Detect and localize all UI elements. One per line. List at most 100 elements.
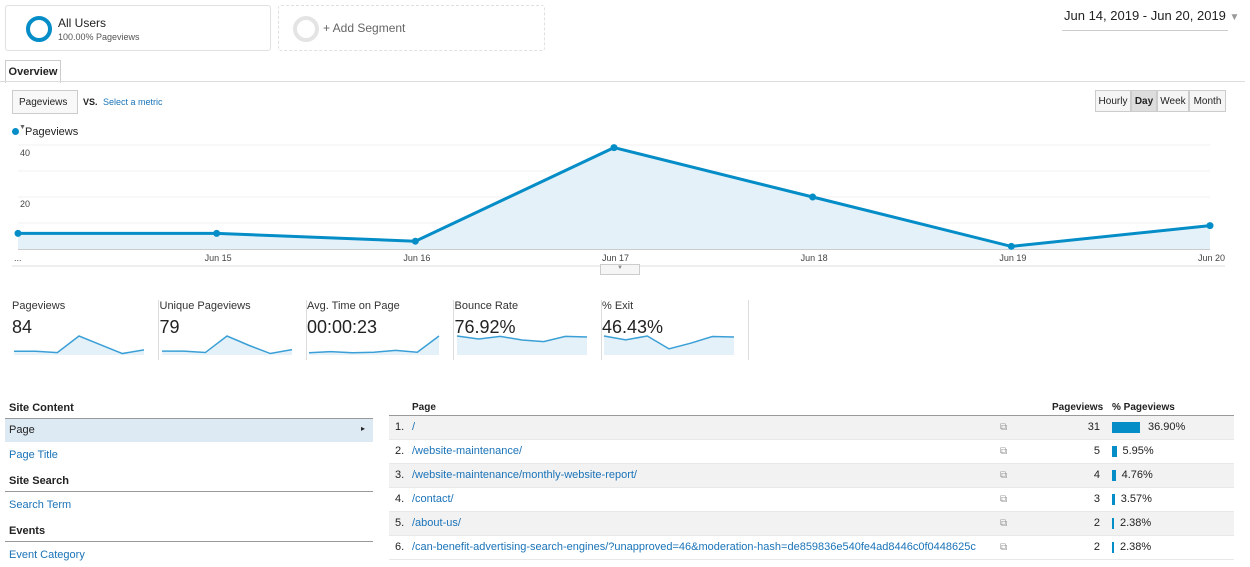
scorecard-label: % Exit (602, 300, 634, 312)
scorecard[interactable]: Bounce Rate 76.92% (455, 300, 602, 360)
metric-select[interactable]: Pageviews ▼ (12, 90, 78, 131)
site-search-heading: Site Search (5, 471, 373, 492)
page-link[interactable]: /about-us/ (412, 517, 461, 529)
select-metric-link[interactable]: Select a metric (103, 97, 163, 107)
col-pageviews[interactable]: Pageviews (1052, 402, 1104, 413)
scorecard-label: Unique Pageviews (159, 300, 251, 312)
x-tick-label: Jun 17 (602, 253, 630, 263)
scorecard-label: Avg. Time on Page (307, 300, 400, 312)
dropdown-arrow-icon: ▼ (19, 124, 26, 131)
nav-item-event-category[interactable]: Event Category (9, 549, 85, 561)
granularity-group: Hourly Day Week Month (1095, 90, 1226, 112)
pageviews-value: 2 (1093, 517, 1100, 529)
scorecard-value: 00:00:23 (307, 317, 378, 337)
pct-bar (1112, 422, 1140, 433)
segment-all-users[interactable]: All Users 100.00% Pageviews (5, 5, 271, 51)
date-range-picker[interactable]: Jun 14, 2019 - Jun 20, 2019 ▼ (1064, 8, 1239, 23)
add-segment-button[interactable]: + Add Segment (278, 5, 545, 51)
tab-overview[interactable]: Overview (5, 60, 61, 83)
scorecard[interactable]: Unique Pageviews 79 (160, 300, 307, 360)
scorecard[interactable]: Avg. Time on Page 00:00:23 (307, 300, 454, 360)
pct-bar (1112, 446, 1117, 457)
scorecard[interactable]: Pageviews 84 (12, 300, 159, 360)
nav-item-page[interactable]: Page ▸ (5, 419, 373, 442)
row-number: 5. (395, 517, 405, 529)
page-link[interactable]: /website-maintenance/monthly-website-rep… (412, 469, 637, 481)
data-point (1007, 242, 1015, 250)
col-page[interactable]: Page (412, 402, 436, 413)
data-point (809, 193, 817, 201)
scorecard[interactable]: % Exit 46.43% (602, 300, 749, 360)
open-page-icon[interactable]: ⧉ (1000, 542, 1008, 553)
scorecard-label: Bounce Rate (454, 300, 519, 312)
date-range-text: Jun 14, 2019 - Jun 20, 2019 (1064, 8, 1226, 23)
open-page-icon[interactable]: ⧉ (1000, 446, 1008, 457)
page-link[interactable]: / (412, 421, 416, 433)
scorecard-value: 46.43% (602, 317, 664, 337)
row-number: 2. (395, 445, 405, 457)
add-segment-circle-icon (293, 16, 319, 42)
scorecard-value: 76.92% (454, 317, 516, 337)
row-number: 1. (395, 421, 405, 433)
data-point (411, 237, 419, 245)
legend-label: Pageviews (25, 126, 79, 138)
segment-circle-icon (26, 16, 52, 42)
sparkline (603, 335, 735, 355)
data-point (213, 229, 221, 237)
scorecard-value: 84 (12, 317, 33, 337)
vs-label: VS. (83, 97, 98, 107)
open-page-icon[interactable]: ⧉ (1000, 494, 1008, 505)
pct-bar (1112, 542, 1114, 553)
hourly-button[interactable]: Hourly (1095, 90, 1131, 112)
pct-value: 2.38% (1120, 541, 1152, 553)
pageviews-chart (12, 144, 1225, 267)
pct-bar (1112, 518, 1114, 529)
row-number: 3. (395, 469, 405, 481)
month-button[interactable]: Month (1189, 90, 1226, 112)
chevron-down-icon: ▼ (1229, 12, 1240, 23)
divider (0, 81, 1245, 82)
open-page-icon[interactable]: ⧉ (1000, 518, 1008, 529)
segment-name: All Users (58, 16, 107, 30)
data-point (610, 144, 618, 152)
pageviews-value: 3 (1093, 493, 1100, 505)
divider (1062, 30, 1228, 31)
series-area (18, 147, 1210, 249)
scorecard-label: Pageviews (12, 300, 66, 312)
pct-bar (1112, 470, 1116, 481)
nav-item-search-term[interactable]: Search Term (9, 499, 72, 511)
left-report-nav: Site Content Page ▸ Page Title Site Searc… (5, 398, 373, 567)
pageviews-value: 5 (1093, 445, 1100, 457)
open-page-icon[interactable]: ⧉ (1000, 422, 1008, 433)
y-tick-label: 20 (20, 199, 31, 209)
pct-value: 3.57% (1120, 493, 1152, 505)
pageviews-value: 31 (1087, 421, 1100, 433)
table-row: 2. /website-maintenance/ ⧉ 5 5.95% (389, 440, 1234, 464)
pct-value: 5.95% (1122, 445, 1154, 457)
chart-collapse-icon[interactable]: ▼ (600, 264, 640, 275)
page-link[interactable]: /can-benefit-advertising-search-engines/… (412, 541, 976, 553)
nav-label: Page (9, 424, 35, 436)
pct-bar (1112, 494, 1115, 505)
page-link[interactable]: /contact/ (412, 493, 454, 505)
x-tick-label: Jun 18 (800, 253, 828, 263)
week-button[interactable]: Week (1157, 90, 1189, 112)
pct-value: 4.76% (1121, 469, 1153, 481)
add-segment-label: + Add Segment (323, 21, 406, 35)
events-heading: Events (5, 521, 373, 542)
chart-legend: Pageviews (12, 126, 78, 138)
data-point (14, 229, 22, 237)
pct-value: 36.90% (1148, 421, 1186, 433)
x-tick-label: Jun 19 (999, 253, 1027, 263)
page-link[interactable]: /website-maintenance/ (412, 445, 523, 457)
open-page-icon[interactable]: ⧉ (1000, 470, 1008, 481)
pct-value: 2.38% (1120, 517, 1152, 529)
col-pct-pageviews[interactable]: % Pageviews (1112, 402, 1175, 413)
segment-sub: 100.00% Pageviews (58, 32, 140, 42)
day-button[interactable]: Day (1131, 90, 1157, 112)
sparkline (456, 335, 587, 355)
y-tick-label: 40 (20, 148, 31, 158)
table-row: 5. /about-us/ ⧉ 2 2.38% (389, 512, 1234, 536)
nav-item-page-title[interactable]: Page Title (9, 449, 58, 461)
sparkline (14, 335, 145, 355)
